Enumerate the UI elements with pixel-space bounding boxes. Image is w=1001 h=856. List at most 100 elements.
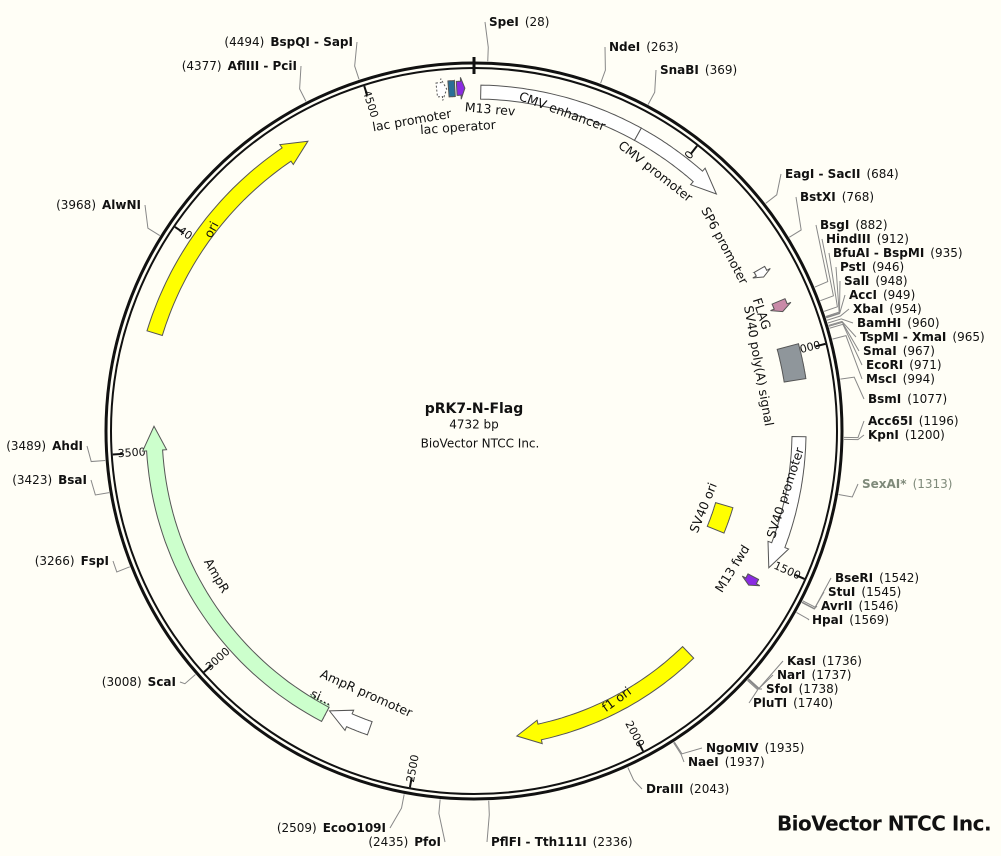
site-label: (3266) FspI [35,554,109,568]
site-label: StuI (1545) [828,585,901,599]
site-label: BamHI (960) [857,316,940,330]
site-label: (4377) AflIII - PciI [182,59,297,73]
site-label: NdeI (263) [609,40,679,54]
site-position: (1935) [765,741,805,755]
site-leader [832,335,863,380]
site-label: HindIII (912) [826,232,909,246]
site-label: AvrII (1546) [821,599,898,613]
site-leader [86,445,106,463]
site-position: (1196) [919,414,959,428]
feature [435,78,448,101]
site-leader [826,308,850,321]
site-leader [627,767,643,790]
site-leader [90,479,110,496]
site-position: (1545) [861,585,901,599]
scale-tick [203,664,213,673]
site-name: PfoI [414,835,441,849]
company: BioVector NTCC Inc. [421,437,540,451]
site-label: PluTI (1740) [753,696,833,710]
site-position: (2509) [277,821,317,835]
site-leader [838,483,859,498]
site-leader [746,680,759,704]
site-name: BseRI [835,571,873,585]
site-name: HindIII [826,232,871,246]
site-leader [796,612,810,621]
site-leader [438,799,446,843]
site-name: AlwNI [102,198,141,212]
site-label: AccI (949) [849,288,915,302]
site-position: (971) [909,358,941,372]
scale-tick [815,342,826,348]
site-position: (954) [889,302,921,316]
scale-tick [408,777,413,788]
site-name: SexAI* [862,477,907,491]
site-label: NarI (1737) [777,668,851,682]
site-label: SpeI (28) [489,15,549,29]
site-leader [484,21,489,62]
site-position: (1737) [812,668,852,682]
site-name: FspI [81,554,109,568]
site-position: (960) [907,316,939,330]
site-label: PstI (946) [840,260,904,274]
site-leader [600,46,606,84]
site-leader [843,434,865,441]
site-name: NgoMIV [706,741,759,755]
site-name: XbaI [853,302,883,316]
site-label: NaeI (1937) [688,755,765,769]
site-name: MscI [866,372,897,386]
site-position: (1569) [849,613,889,627]
site-label: EcoRI (971) [866,358,942,372]
site-leader [389,794,405,829]
site-position: (1937) [725,755,765,769]
scale-tick [637,741,644,752]
site-name: PluTI [753,696,787,710]
site-position: (949) [883,288,915,302]
site-position: (946) [872,260,904,274]
site-name: PflFI - Tth111I [491,835,587,849]
site-leader [828,321,860,352]
feature [752,265,771,279]
site-position: (3489) [6,439,46,453]
site-position: (4377) [182,59,222,73]
site-name: EcoO109I [323,821,386,835]
plasmid-length: 4732 bp [449,418,499,432]
scale-tick [174,226,184,234]
site-name: SpeI [489,15,519,29]
site-label: PflFI - Tth111I (2336) [491,835,633,849]
feature [776,343,807,383]
site-name: HpaI [812,613,843,627]
site-position: (263) [646,40,678,54]
site-label: SexAI* (1313) [862,477,952,491]
site-position: (3423) [12,473,52,487]
site-leader [801,602,818,610]
site-name: AccI [849,288,877,302]
site-leader [765,173,782,204]
site-label: TspMI - XmaI (965) [860,330,985,344]
site-position: (684) [866,167,898,181]
site-position: (1738) [799,682,839,696]
site-position: (965) [952,330,984,344]
site-name: NaeI [688,755,719,769]
site-name: AvrII [821,599,853,613]
site-label: (4494) BspQI - SapI [224,35,353,49]
site-name: SfoI [766,682,793,696]
site-position: (994) [903,372,935,386]
site-leader [673,742,685,763]
site-leader [829,323,863,366]
site-label: (2435) PfoI [368,835,441,849]
site-label: KpnI (1200) [868,428,945,442]
site-leader [179,674,196,685]
site-name: AhdI [52,439,83,453]
site-label: NgoMIV (1935) [706,741,804,755]
site-position: (3266) [35,554,75,568]
feature [741,573,761,587]
site-label: SfoI (1738) [766,682,838,696]
site-leader [823,252,838,312]
feature [447,79,456,98]
site-position: (4494) [224,35,264,49]
site-position: (3008) [102,675,142,689]
site-leader [354,41,360,80]
site-label: XbaI (954) [853,302,922,316]
site-position: (1736) [822,654,862,668]
site-position: (28) [525,15,550,29]
